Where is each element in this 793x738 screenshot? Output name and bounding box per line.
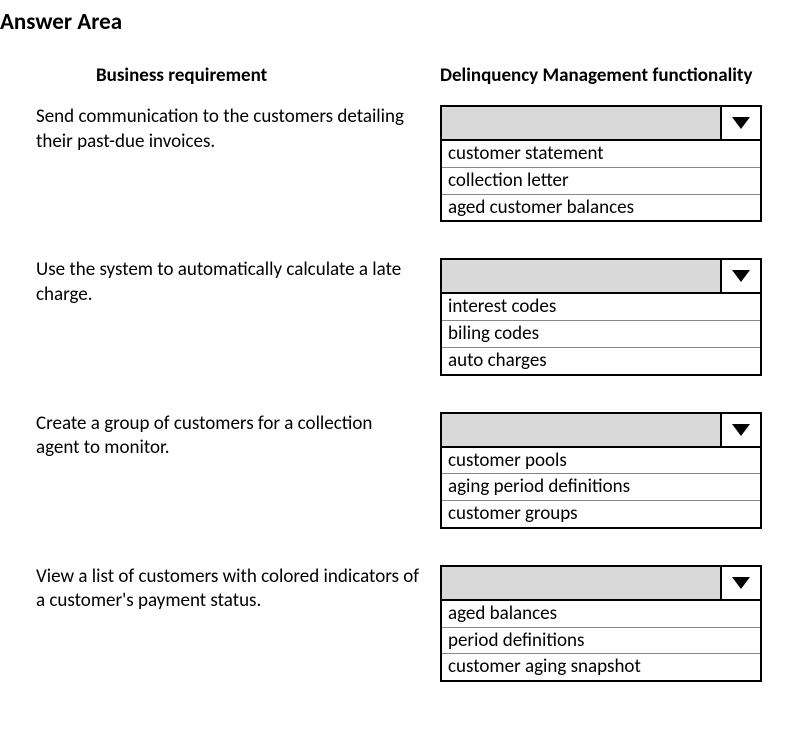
chevron-down-icon[interactable] <box>722 414 760 446</box>
dropdown-option[interactable]: collection letter <box>442 168 760 195</box>
dropdown-select[interactable] <box>442 260 760 294</box>
dropdown-block: interest codesbiling codesauto charges <box>440 258 762 375</box>
chevron-down-icon[interactable] <box>722 107 760 139</box>
dropdown-block: customer poolsaging period definitionscu… <box>440 412 762 529</box>
dropdown-option[interactable]: customer groups <box>442 501 760 527</box>
options-list: aged balancesperiod definitionscustomer … <box>442 601 760 680</box>
rows-container: Send communication to the customers deta… <box>0 105 793 682</box>
dropdown-value <box>442 414 722 446</box>
requirement-text: View a list of customers with colored in… <box>0 565 440 614</box>
dropdown-option[interactable]: period definitions <box>442 628 760 655</box>
chevron-down-icon[interactable] <box>722 567 760 599</box>
options-list: customer statementcollection letteraged … <box>442 141 760 220</box>
answer-row: View a list of customers with colored in… <box>0 565 793 682</box>
dropdown-option[interactable]: aging period definitions <box>442 474 760 501</box>
page-title: Answer Area <box>0 8 793 36</box>
requirement-text: Create a group of customers for a collec… <box>0 412 440 461</box>
dropdown-option[interactable]: customer aging snapshot <box>442 654 760 680</box>
header-functionality: Delinquency Management functionality <box>440 64 793 87</box>
dropdown-option[interactable]: aged balances <box>442 601 760 628</box>
dropdown-value <box>442 260 722 292</box>
answer-row: Send communication to the customers deta… <box>0 105 793 222</box>
dropdown-value <box>442 107 722 139</box>
dropdown-option[interactable]: aged customer balances <box>442 195 760 221</box>
dropdown-option[interactable]: interest codes <box>442 294 760 321</box>
dropdown-block: customer statementcollection letteraged … <box>440 105 762 222</box>
dropdown-select[interactable] <box>442 567 760 601</box>
dropdown-option[interactable]: customer pools <box>442 448 760 475</box>
columns-header: Business requirement Delinquency Managem… <box>0 64 793 87</box>
dropdown-select[interactable] <box>442 414 760 448</box>
answer-row: Use the system to automatically calculat… <box>0 258 793 375</box>
requirement-text: Send communication to the customers deta… <box>0 105 440 154</box>
dropdown-option[interactable]: customer statement <box>442 141 760 168</box>
options-list: customer poolsaging period definitionscu… <box>442 448 760 527</box>
dropdown-option[interactable]: biling codes <box>442 321 760 348</box>
requirement-text: Use the system to automatically calculat… <box>0 258 440 307</box>
options-list: interest codesbiling codesauto charges <box>442 294 760 373</box>
header-requirement: Business requirement <box>0 64 440 87</box>
dropdown-value <box>442 567 722 599</box>
dropdown-select[interactable] <box>442 107 760 141</box>
dropdown-block: aged balancesperiod definitionscustomer … <box>440 565 762 682</box>
answer-row: Create a group of customers for a collec… <box>0 412 793 529</box>
chevron-down-icon[interactable] <box>722 260 760 292</box>
dropdown-option[interactable]: auto charges <box>442 348 760 374</box>
